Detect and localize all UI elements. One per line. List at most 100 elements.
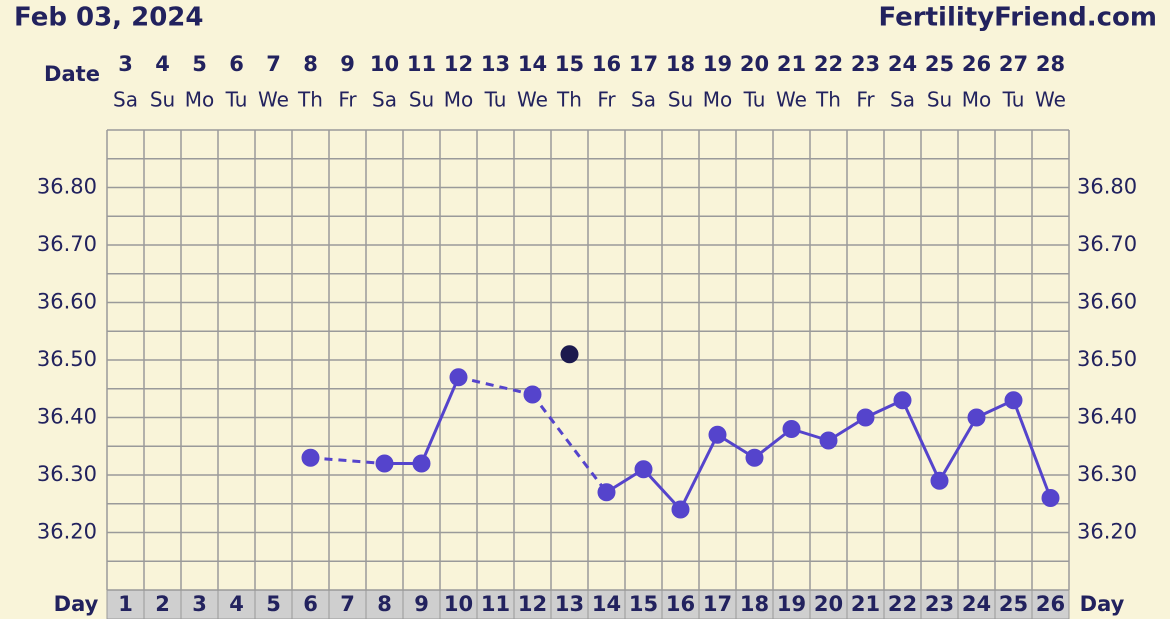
day-cell (772, 589, 811, 619)
data-point (1041, 489, 1060, 507)
date-label: 4 (155, 52, 170, 76)
date-label: 27 (999, 52, 1028, 76)
x-tick-label: 2 (155, 592, 170, 616)
date-label: 21 (777, 52, 806, 76)
site-name: FertilityFriend.com (878, 3, 1157, 33)
line-segment (679, 434, 719, 511)
day-cell (550, 589, 589, 619)
x-tick-label: 12 (518, 592, 547, 616)
day-cell (143, 589, 182, 619)
x-tick-label: 24 (962, 592, 991, 616)
date-label: 20 (740, 52, 769, 76)
date-label: Date (44, 62, 100, 86)
date-label: 24 (888, 52, 917, 76)
y-tick-label-right: 36.30 (1077, 462, 1137, 486)
x-tick-label: 3 (192, 592, 207, 616)
x-tick-label: 20 (814, 592, 843, 616)
data-point (930, 471, 949, 490)
data-point (819, 431, 838, 450)
y-tick-label: 36.70 (37, 232, 97, 256)
data-point (708, 425, 727, 444)
data-point (782, 420, 801, 438)
x-tick-label: 16 (666, 592, 695, 616)
y-tick-label-right: 36.40 (1077, 405, 1137, 429)
line-segment (310, 456, 385, 465)
y-tick-label-right: 36.70 (1077, 232, 1137, 256)
y-tick-label: 36.20 (37, 520, 97, 544)
weekday-label: Su (150, 88, 175, 112)
weekday-label: Fr (856, 88, 875, 112)
weekday-label: Mo (703, 88, 733, 112)
date-label: 26 (962, 52, 991, 76)
weekday-label: We (776, 88, 807, 112)
day-cell (957, 589, 996, 619)
data-point (671, 500, 690, 519)
chart-date: Feb 03, 2024 (14, 3, 203, 33)
x-tick-label: 4 (229, 592, 244, 616)
x-axis-label: Day (1080, 592, 1125, 616)
y-tick-label-right: 36.50 (1077, 347, 1137, 371)
weekday-label: Tu (484, 88, 507, 112)
line-segment (458, 375, 533, 396)
y-tick-label: 36.40 (37, 405, 97, 429)
line-segment (1012, 399, 1052, 499)
date-label: 6 (229, 52, 244, 76)
x-tick-label: 15 (629, 592, 658, 616)
x-tick-label: 25 (999, 592, 1028, 616)
x-tick-label: 26 (1036, 592, 1065, 616)
x-tick-label: 22 (888, 592, 917, 616)
x-tick-label: 11 (481, 592, 510, 616)
x-tick-label: 8 (377, 592, 392, 616)
x-tick-label: 19 (777, 592, 806, 616)
x-tick-label: 10 (444, 592, 473, 616)
day-cell (439, 589, 478, 619)
data-point (967, 408, 986, 427)
day-cell (587, 589, 626, 619)
data-point (523, 385, 542, 404)
line-segment (901, 399, 941, 482)
weekday-label: Su (668, 88, 693, 112)
weekday-label: Fr (338, 88, 357, 112)
date-label: 22 (814, 52, 843, 76)
date-label: 10 (370, 52, 399, 76)
x-tick-label: 13 (555, 592, 584, 616)
weekday-label: We (1035, 88, 1066, 112)
y-tick-label: 36.50 (37, 347, 97, 371)
date-label: 12 (444, 52, 473, 76)
day-cell (661, 589, 700, 619)
date-label: 17 (629, 52, 658, 76)
date-label: 13 (481, 52, 510, 76)
data-point (1004, 391, 1023, 410)
date-label: 25 (925, 52, 954, 76)
line-segment (938, 416, 978, 482)
x-tick-label: 7 (340, 592, 355, 616)
weekday-label: Fr (597, 88, 616, 112)
line-segment (531, 393, 608, 494)
day-cell (846, 589, 885, 619)
data-point (560, 345, 579, 364)
line-segment (642, 468, 682, 511)
weekday-label: Tu (225, 88, 248, 112)
x-tick-label: 6 (303, 592, 318, 616)
data-point (597, 483, 616, 502)
date-label: 8 (303, 52, 318, 76)
day-cell (291, 589, 330, 619)
data-point (375, 454, 394, 473)
date-label: 19 (703, 52, 732, 76)
weekday-label: Th (297, 88, 323, 112)
data-point (893, 391, 912, 410)
data-point (745, 448, 764, 467)
weekday-label: Su (409, 88, 434, 112)
date-label: 3 (118, 52, 133, 76)
day-cell (698, 589, 737, 619)
weekday-label: Th (556, 88, 582, 112)
x-tick-label: 1 (118, 592, 133, 616)
y-tick-label-right: 36.60 (1077, 290, 1137, 314)
date-label: 15 (555, 52, 584, 76)
day-cell (1031, 589, 1070, 619)
y-tick-label: 36.80 (37, 175, 97, 199)
weekday-label: Sa (890, 88, 915, 112)
day-cell (217, 589, 256, 619)
